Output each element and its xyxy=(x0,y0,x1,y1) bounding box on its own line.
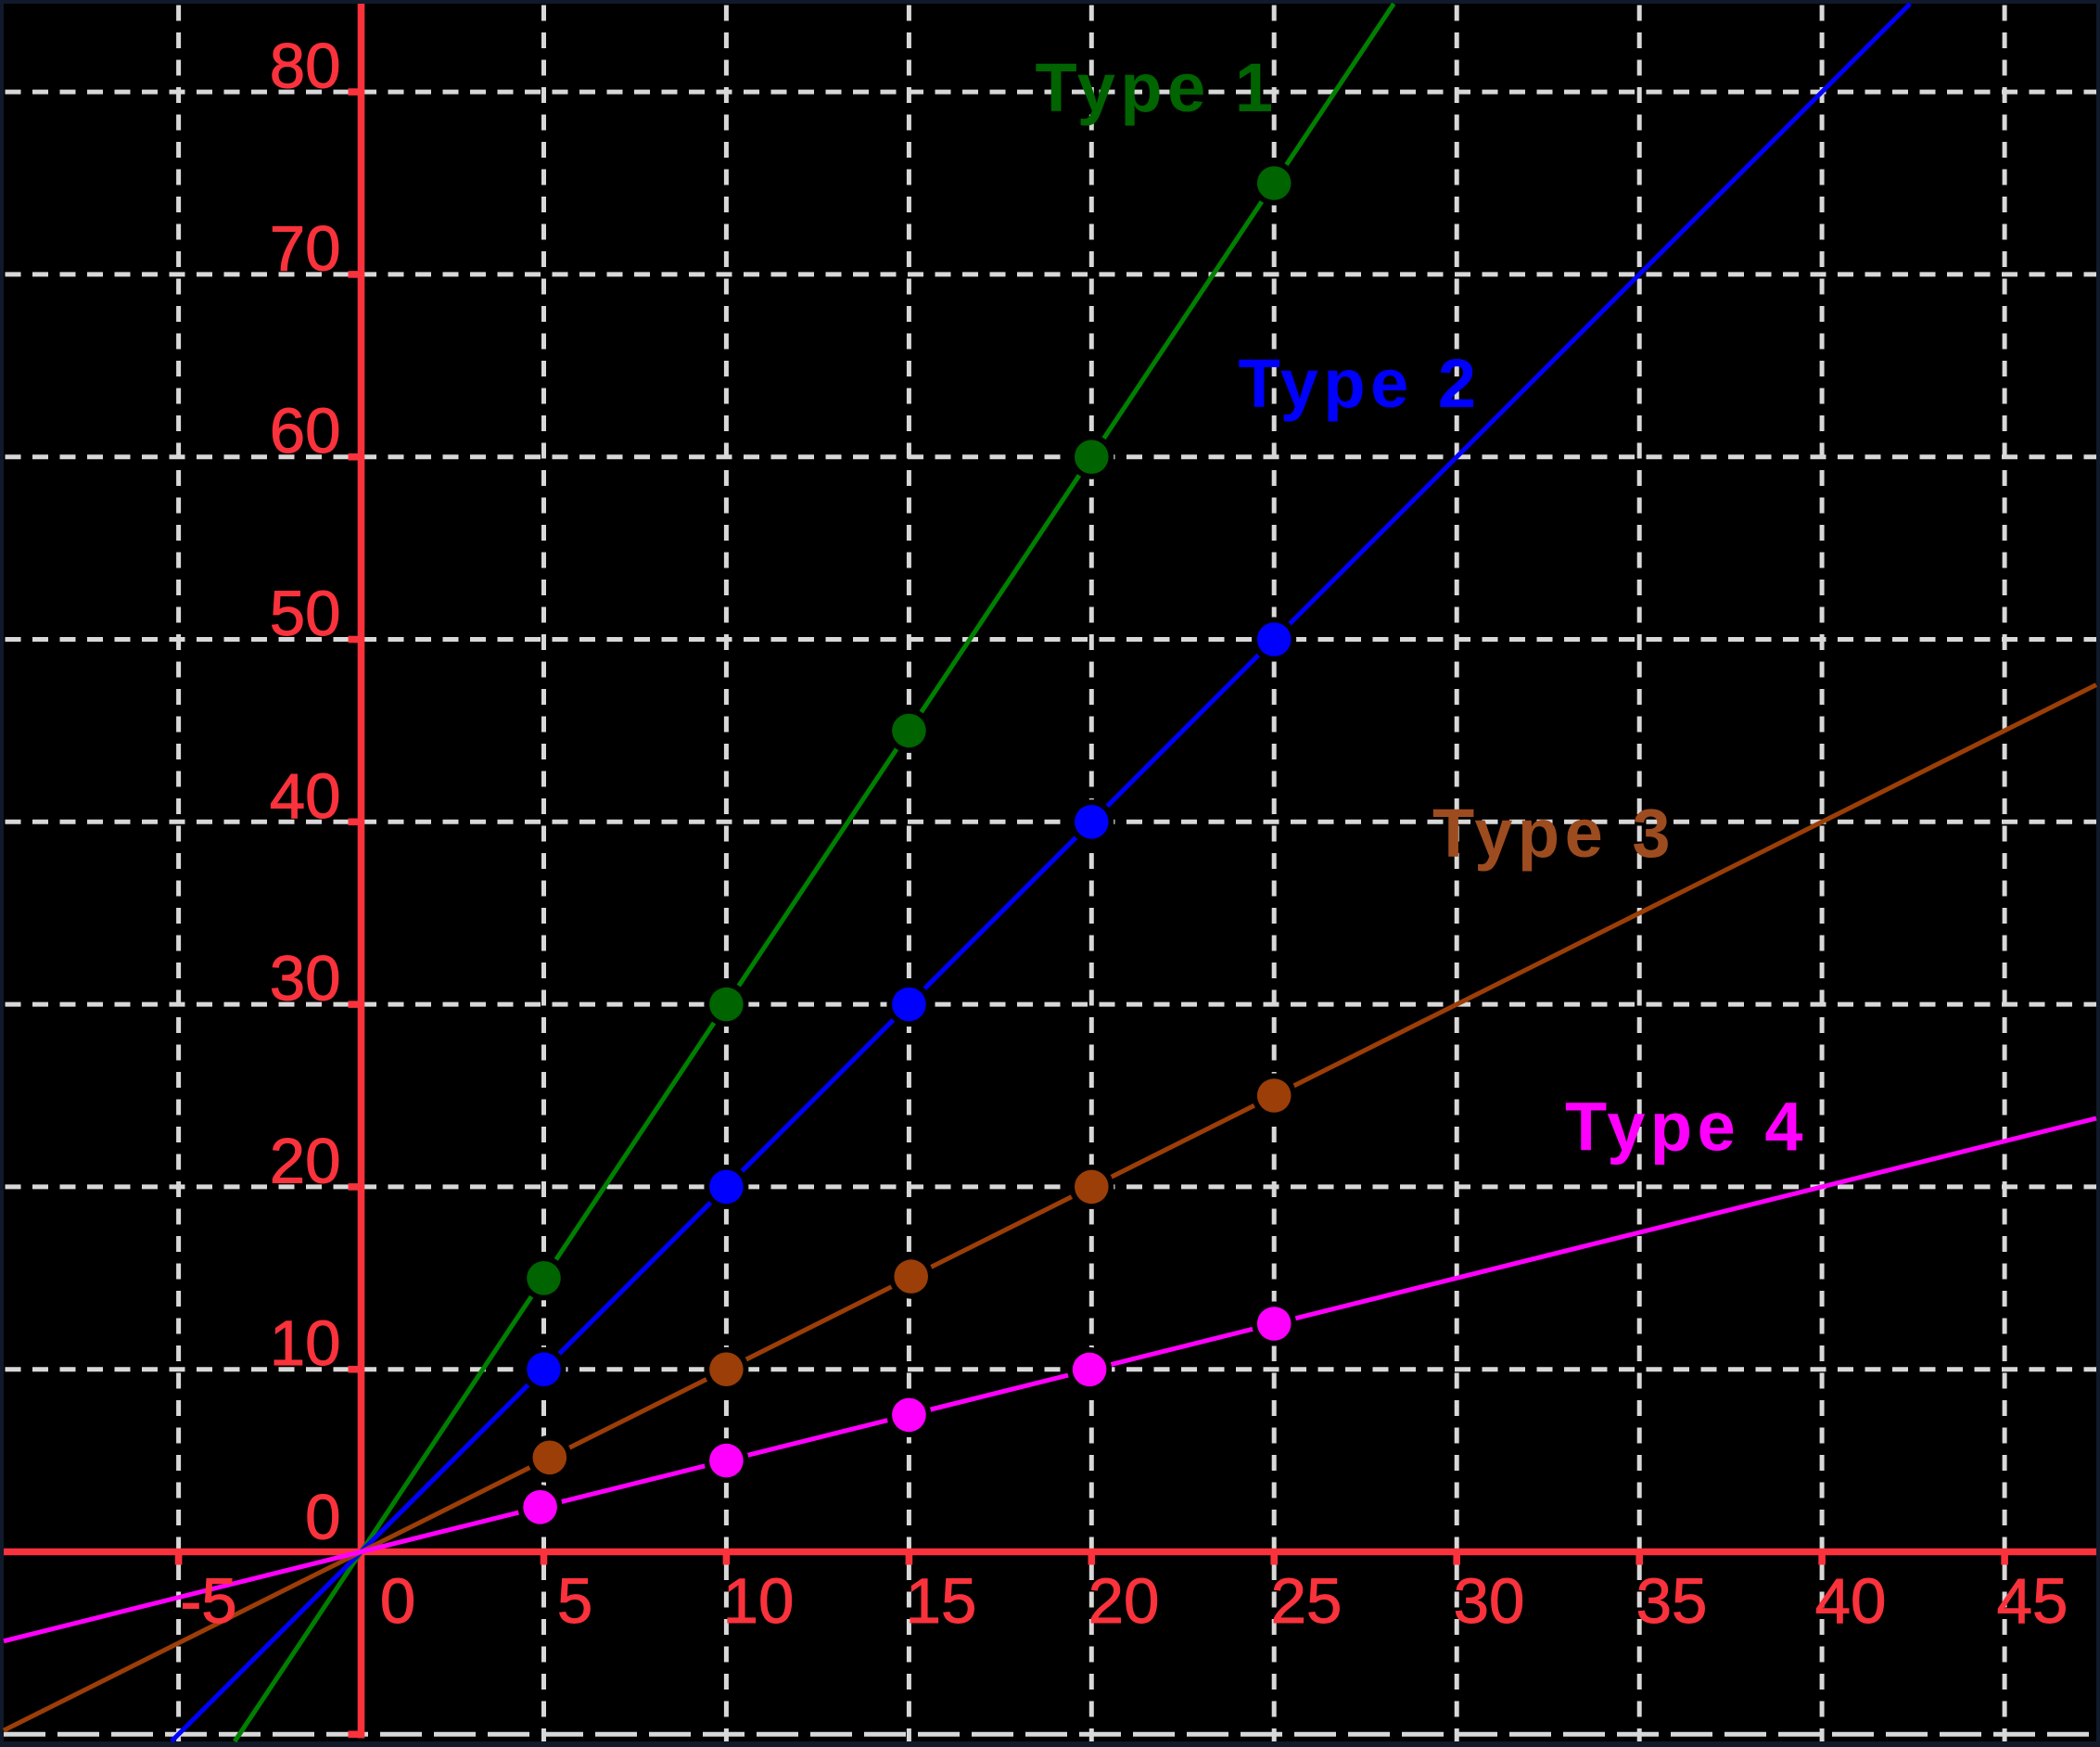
svg-text:10: 10 xyxy=(723,1565,795,1637)
svg-text:40: 40 xyxy=(270,760,341,832)
svg-text:15: 15 xyxy=(906,1565,977,1637)
svg-text:0: 0 xyxy=(380,1565,415,1637)
svg-text:Type 1: Type 1 xyxy=(1036,49,1279,126)
svg-text:30: 30 xyxy=(270,943,341,1014)
svg-text:70: 70 xyxy=(270,212,341,284)
svg-text:40: 40 xyxy=(1815,1565,1887,1637)
svg-text:-5: -5 xyxy=(180,1565,236,1637)
svg-text:0: 0 xyxy=(305,1482,340,1553)
svg-text:60: 60 xyxy=(270,395,341,466)
svg-text:5: 5 xyxy=(557,1565,592,1637)
svg-text:35: 35 xyxy=(1636,1565,1708,1637)
svg-text:Type 3: Type 3 xyxy=(1432,795,1675,872)
svg-text:50: 50 xyxy=(270,578,341,649)
svg-text:Type 2: Type 2 xyxy=(1239,345,1482,422)
svg-text:10: 10 xyxy=(270,1307,341,1379)
svg-text:45: 45 xyxy=(1997,1565,2068,1637)
svg-text:Type 4: Type 4 xyxy=(1565,1089,1808,1166)
svg-text:20: 20 xyxy=(1088,1565,1160,1637)
svg-text:20: 20 xyxy=(270,1125,341,1196)
svg-text:25: 25 xyxy=(1271,1565,1343,1637)
svg-text:80: 80 xyxy=(270,31,341,102)
svg-text:30: 30 xyxy=(1454,1565,1525,1637)
